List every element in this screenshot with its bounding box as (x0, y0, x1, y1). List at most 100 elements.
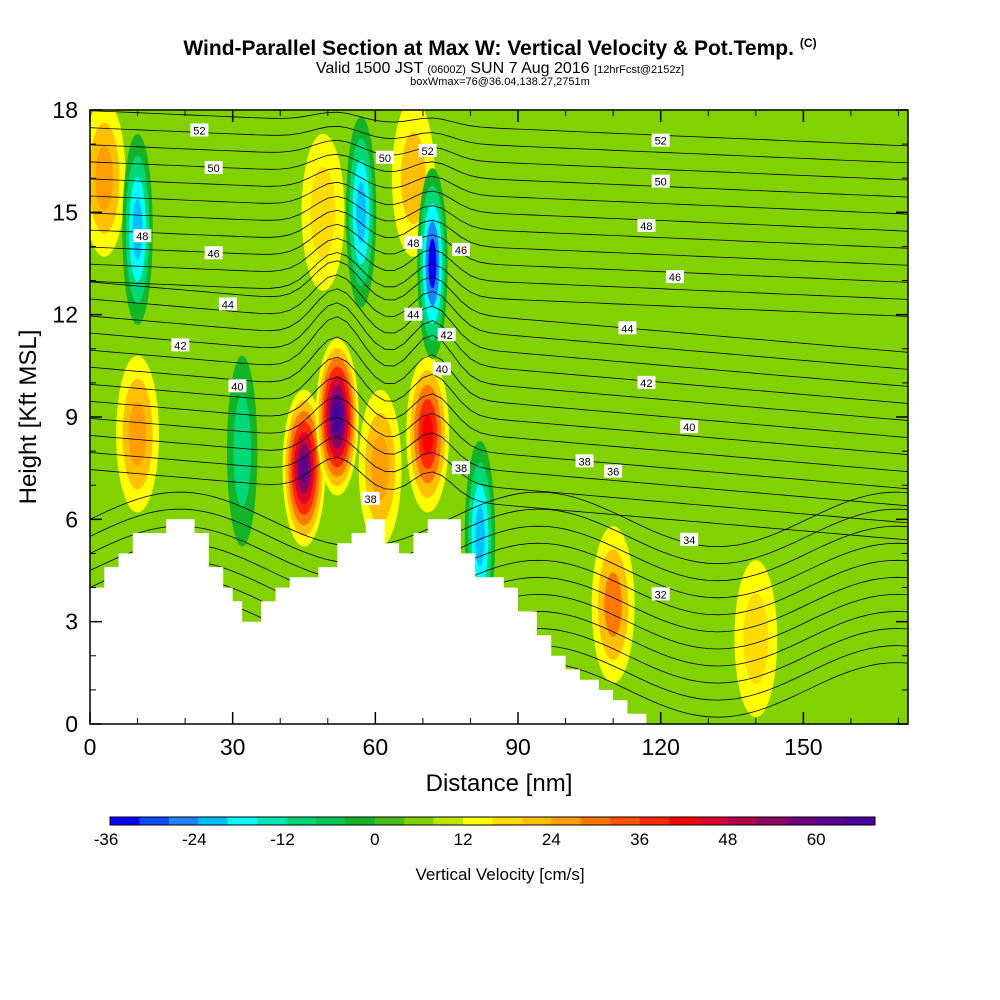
colorbar: -36 -24 -12 0 12 24 36 48 60 (94, 816, 876, 849)
isentrope-label-14: 38 (361, 491, 380, 506)
y-axis-label: Height [Kft MSL] (15, 330, 42, 505)
x-tick-label-0: 0 (84, 734, 97, 760)
isentrope-labels: 52 50 48 46 44 42 40 50 52 48 46 44 42 40 38 38 52 50 48 46… (133, 123, 699, 601)
valid-prefix: Valid 1500 JST (315, 60, 423, 77)
isentrope-label-12: 42 (437, 328, 456, 342)
svg-text:48: 48 (136, 231, 148, 243)
svg-text:44: 44 (621, 323, 633, 335)
svg-text:38: 38 (364, 494, 376, 506)
plot-area: 52 50 48 46 44 42 40 50 52 48 46 44 42 40 38 38 52 50 48 46… (90, 110, 908, 724)
colorbar-swatch-4 (227, 817, 258, 825)
isentrope-label-25: 34 (680, 532, 699, 547)
svg-text:42: 42 (441, 330, 453, 342)
svg-text:52: 52 (193, 125, 205, 137)
isentrope-label-4: 44 (218, 297, 237, 311)
downdraft-1 (345, 116, 377, 308)
colorbar-swatch-18 (639, 817, 670, 825)
isentrope-label-9: 48 (404, 236, 423, 250)
isentrope-label-20: 44 (618, 321, 637, 335)
isentrope-label-26: 32 (651, 587, 670, 601)
colorbar-swatch-10 (404, 817, 434, 825)
colorbar-tick-2: -12 (270, 830, 295, 849)
isentrope-label-15: 38 (451, 461, 470, 475)
colorbar-swatch-11 (433, 817, 464, 825)
colorbar-swatch-14 (521, 817, 552, 825)
isentrope-lines (90, 110, 908, 718)
valid-time-line: Valid 1500 JST (0600Z) SUN 7 Aug 2016 [1… (0, 60, 1000, 78)
colorbar-swatch-9 (374, 817, 405, 825)
colorbar-tick-1: -24 (182, 830, 207, 849)
updraft-6 (90, 110, 126, 257)
updraft-0 (282, 389, 326, 547)
svg-text:34: 34 (683, 535, 695, 547)
x-tick-label-2: 60 (363, 734, 389, 760)
x-axis-label: Distance [nm] (426, 770, 573, 797)
colorbar-swatch-19 (669, 817, 699, 825)
colorbar-swatch-23 (786, 817, 817, 825)
isentrope-label-19: 46 (665, 270, 684, 284)
isentrope-label-10: 46 (451, 242, 470, 257)
svg-text:42: 42 (174, 340, 186, 352)
svg-text:38: 38 (455, 463, 467, 475)
colorbar-tick-0: -36 (94, 830, 119, 849)
colorbar-tick-4: 12 (454, 830, 473, 849)
svg-text:48: 48 (640, 221, 652, 233)
x-tick-label-3: 90 (505, 734, 531, 760)
terrain-mask (90, 519, 647, 724)
isentrope-label-16: 52 (651, 133, 670, 148)
isentrope-label-21: 42 (637, 375, 656, 390)
isentrope-label-7: 50 (375, 150, 394, 165)
y-tick-label-1: 3 (65, 609, 78, 635)
svg-text:44: 44 (222, 299, 234, 311)
x-tick-label-4: 120 (642, 734, 680, 760)
svg-text:46: 46 (455, 245, 467, 257)
svg-text:50: 50 (208, 163, 220, 175)
svg-text:46: 46 (208, 248, 220, 260)
svg-text:52: 52 (655, 136, 667, 148)
svg-text:50: 50 (655, 177, 667, 189)
isentrope-label-1: 50 (204, 160, 223, 175)
x-tick-label-5: 150 (784, 734, 822, 760)
colorbar-label: Vertical Velocity [cm/s] (415, 865, 584, 884)
colorbar-swatch-17 (610, 817, 640, 825)
updraft-5 (116, 355, 159, 513)
svg-text:48: 48 (407, 238, 419, 250)
valid-utc: (0600Z) (427, 64, 466, 76)
svg-text:40: 40 (683, 422, 695, 434)
colorbar-swatch-7 (315, 817, 346, 825)
colorbar-swatch-3 (198, 817, 228, 825)
colorbar-swatch-25 (845, 817, 876, 825)
updraft-2 (358, 389, 402, 547)
svg-text:32: 32 (655, 589, 667, 601)
colorbar-tick-6: 36 (630, 830, 649, 849)
y-tick-label-0: 0 (65, 711, 78, 737)
colorbar-tick-7: 48 (718, 830, 737, 849)
chart-title-mark: (C) (799, 36, 817, 50)
y-tick-label-4: 12 (52, 302, 78, 328)
isentrope-label-2: 48 (133, 229, 152, 243)
isentrope-label-18: 48 (637, 218, 656, 233)
colorbar-tick-5: 24 (542, 830, 561, 849)
colorbar-swatch-8 (345, 817, 376, 825)
chart-title: Wind-Parallel Section at Max W: Vertical… (0, 36, 1000, 61)
svg-text:36: 36 (607, 467, 619, 479)
isentrope-label-22: 40 (680, 420, 699, 434)
colorbar-swatch-0 (110, 817, 140, 825)
y-tick-label-2: 6 (65, 506, 78, 532)
svg-text:46: 46 (669, 272, 681, 284)
isentrope-label-3: 46 (204, 246, 223, 260)
colorbar-swatch-16 (580, 817, 611, 825)
colorbar-swatch-13 (492, 817, 523, 825)
svg-text:42: 42 (640, 378, 652, 390)
y-tick-label-6: 18 (52, 97, 78, 123)
isentrope-label-11: 44 (404, 307, 423, 322)
isentrope-label-23: 38 (575, 454, 594, 468)
chart-title-text: Wind-Parallel Section at Max W: Vertical… (183, 37, 794, 60)
colorbar-swatch-12 (463, 817, 493, 825)
colorbar-swatch-1 (139, 817, 170, 825)
colorbar-swatch-2 (168, 817, 199, 825)
valid-date: SUN 7 Aug 2016 (470, 60, 590, 77)
colorbar-swatch-21 (727, 817, 758, 825)
